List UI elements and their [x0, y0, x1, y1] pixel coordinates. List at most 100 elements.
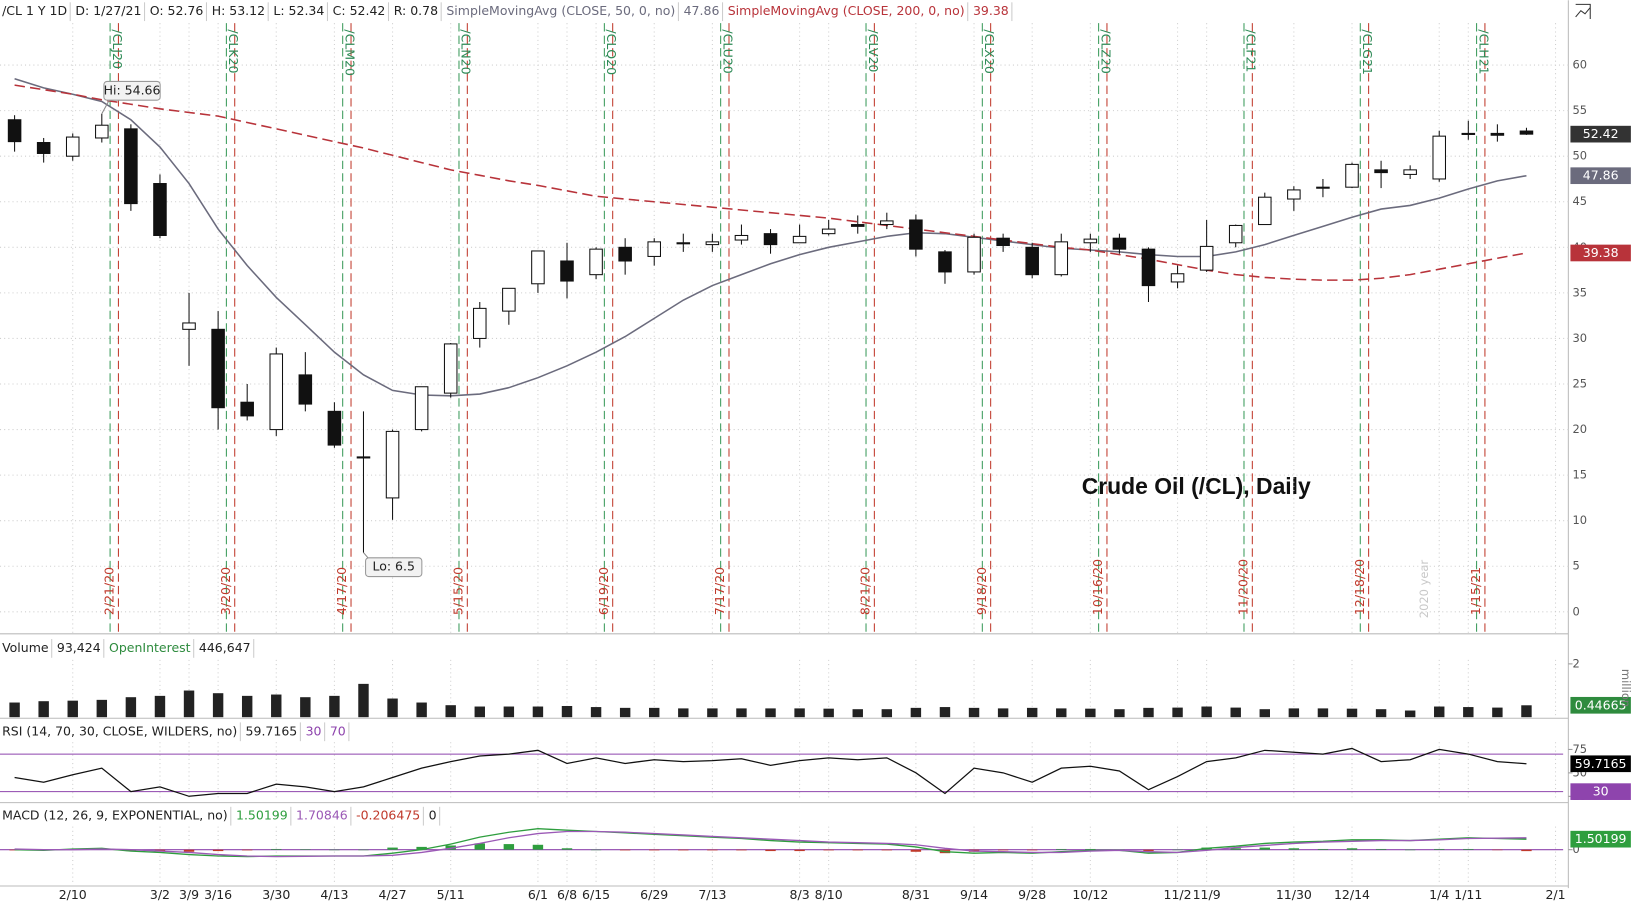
volume-bar	[881, 709, 893, 718]
histogram-bar	[212, 849, 224, 852]
y-tick-label: 25	[1573, 377, 1588, 391]
volume-bar	[474, 706, 485, 718]
histogram-bar	[1375, 848, 1387, 850]
header-item: 1.70846	[296, 808, 348, 823]
candle-body	[240, 401, 254, 417]
histogram-bar	[678, 849, 689, 851]
volume-bar	[794, 708, 805, 718]
histogram-bar	[300, 849, 311, 850]
ma-badge: 47.86	[1570, 167, 1631, 185]
header-item: -0.206475	[356, 808, 420, 823]
histogram-bar	[707, 849, 718, 851]
header-item: OpenInterest	[109, 640, 191, 655]
candle-body	[443, 343, 458, 394]
x-tick-label: 6/1	[528, 887, 548, 902]
volume-bar	[1026, 707, 1038, 718]
x-tick-label: 8/3	[790, 887, 810, 902]
histogram-bar	[823, 849, 834, 851]
histogram-bar	[1492, 849, 1503, 851]
x-tick-label: 8/10	[815, 887, 843, 902]
x-tick-label: 3/9	[179, 887, 199, 902]
candle-body	[821, 228, 836, 235]
histogram-bar	[561, 848, 573, 850]
badge-label: 59.7165	[1575, 756, 1627, 771]
expiry-label: 11/20/20	[1235, 559, 1250, 615]
header-item: SimpleMovingAvg (CLOSE, 200, 0, no)	[728, 3, 965, 18]
volume-bar	[619, 707, 631, 718]
candle-body	[473, 307, 487, 339]
badge-bg	[1570, 755, 1631, 773]
header-item: O: 52.76	[150, 3, 204, 18]
candle-body	[1374, 169, 1388, 174]
expiry-label: 1/15/21	[1468, 567, 1483, 615]
histogram-bar	[1288, 848, 1300, 850]
y-tick-label: 60	[1573, 58, 1588, 72]
candle-body	[414, 386, 429, 431]
x-tick-label: 1/4	[1429, 887, 1449, 902]
header-item: 30	[306, 723, 322, 738]
candle-body	[298, 374, 313, 405]
header-item: D: 1/27/21	[75, 3, 141, 18]
header-item: L: 52.34	[273, 3, 324, 18]
volume-bar	[649, 707, 660, 718]
candle-body	[502, 287, 516, 312]
contract-label: /CLU20	[720, 29, 735, 73]
candle-body	[938, 251, 952, 273]
volume-bar	[503, 706, 515, 718]
badge-bg	[1570, 830, 1631, 848]
candle-body	[560, 260, 574, 282]
volume-bar	[96, 699, 108, 718]
volume-bar	[1085, 708, 1096, 718]
expiry-label: 9/18/20	[974, 567, 989, 615]
header-item: 59.7165	[246, 723, 298, 738]
header-item: /CL 1 Y 1D	[2, 3, 67, 18]
expiry-label: 2/21/20	[102, 567, 117, 615]
x-tick-label: 4/27	[379, 887, 407, 902]
expiry-label: 4/17/20	[334, 567, 349, 615]
candle-body	[1199, 245, 1214, 271]
badge-label: 47.86	[1583, 168, 1619, 183]
volume-bar	[125, 697, 137, 718]
x-tick-label: 12/14	[1334, 887, 1370, 902]
x-tick-label: 6/29	[640, 887, 668, 902]
volume-bar	[1404, 710, 1416, 718]
volume-bar	[1056, 708, 1067, 718]
volume-bar	[300, 697, 311, 718]
header-item: 39.38	[973, 3, 1009, 18]
histogram-bar	[329, 849, 340, 851]
y-tick-label: 20	[1573, 422, 1588, 436]
candle-body	[1403, 169, 1417, 175]
candle-body	[1228, 224, 1243, 244]
volume-bar	[1317, 708, 1329, 718]
candle-body	[1432, 135, 1447, 180]
volume-bar	[997, 708, 1009, 718]
header-item: RSI (14, 70, 30, CLOSE, WILDERS, no)	[2, 723, 237, 738]
candle-body	[1141, 248, 1156, 287]
header-item: SimpleMovingAvg (CLOSE, 50, 0, no)	[446, 3, 675, 18]
expiry-label: 10/16/20	[1090, 559, 1105, 615]
candle-body	[531, 250, 545, 285]
candle-body	[385, 430, 400, 499]
histogram-bar	[765, 849, 776, 852]
contract-label: /CLM20	[342, 29, 357, 76]
histogram-bar	[416, 846, 427, 850]
histogram-bar	[852, 849, 863, 851]
moving-average	[14, 77, 1527, 397]
expiry-label: 5/15/20	[450, 567, 465, 615]
histogram-bar	[183, 849, 195, 852]
y-tick-label: 50	[1573, 149, 1588, 163]
volume-bar	[968, 707, 980, 718]
candle-body	[1112, 237, 1127, 250]
expiry-label: 3/20/20	[218, 567, 233, 615]
histogram-bar	[736, 849, 747, 851]
contract-label: /CLZ20	[1098, 29, 1113, 73]
x-tick-label: 3/16	[204, 887, 232, 902]
x-tick-label: 11/9	[1193, 887, 1221, 902]
header-item: 446,647	[199, 640, 251, 655]
histogram-bar	[910, 849, 922, 852]
contract-label: /CLV20	[866, 29, 881, 72]
badge-label: 39.38	[1583, 245, 1619, 260]
header-item: 1.50199	[236, 808, 288, 823]
